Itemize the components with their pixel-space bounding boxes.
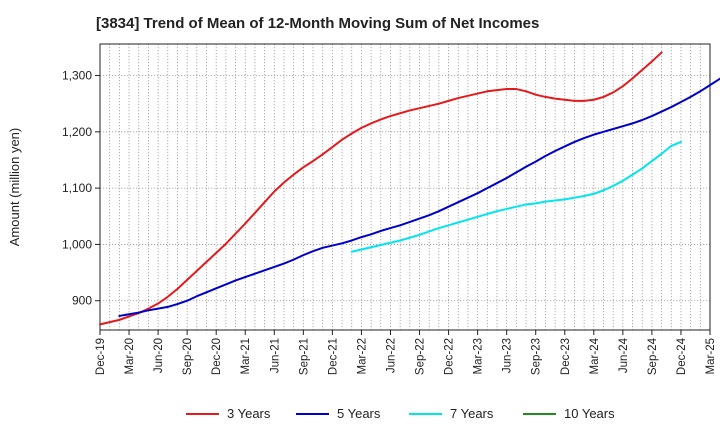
x-tick-label: Mar-20 — [124, 338, 136, 374]
x-tick-label: Dec-20 — [211, 338, 223, 375]
x-tick-label: Sep-22 — [415, 338, 427, 375]
x-tick-label: Jun-20 — [153, 338, 165, 373]
x-tick-label: Dec-22 — [444, 338, 456, 375]
x-tick-label: Mar-24 — [589, 337, 601, 374]
y-tick-label: 1,200 — [62, 125, 92, 139]
x-tick-label: Mar-22 — [356, 338, 368, 374]
x-tick-label: Sep-21 — [298, 338, 310, 375]
x-tick-label: Sep-23 — [531, 338, 543, 375]
x-tick-label: Dec-23 — [560, 338, 572, 375]
x-tick-label: Dec-21 — [327, 338, 339, 375]
legend-swatch-5-years — [296, 412, 329, 415]
legend-item-10-years: 10 Years — [523, 406, 615, 421]
plot-frame — [99, 43, 711, 331]
y-axis-label: Amount (million yen) — [7, 128, 22, 247]
series-line-3-years — [99, 51, 663, 326]
chart-title: [3834] Trend of Mean of 12-Month Moving … — [96, 15, 540, 32]
legend-swatch-7-years — [409, 412, 442, 415]
y-tick-label: 1,000 — [62, 237, 92, 251]
series-line-5-years — [118, 77, 720, 317]
legend-item-7-years: 7 Years — [409, 406, 493, 421]
x-tick-label: Mar-25 — [705, 338, 717, 374]
x-tick-label: Jun-21 — [269, 338, 281, 373]
x-tick-label: Sep-20 — [182, 338, 194, 375]
x-tick-label: Dec-19 — [95, 338, 107, 375]
legend: 3 Years 5 Years 7 Years 10 Years — [0, 406, 720, 426]
x-tick-label: Mar-23 — [473, 338, 485, 374]
legend-item-3-years: 3 Years — [186, 406, 270, 421]
legend-label-3-years: 3 Years — [227, 406, 271, 421]
x-tick-label: Jun-23 — [502, 338, 514, 373]
x-tick-label: Sep-24 — [647, 337, 659, 375]
x-tick-label: Dec-24 — [676, 337, 688, 375]
y-tick-label: 1,100 — [62, 181, 92, 195]
y-tick-label: 1,300 — [62, 69, 92, 83]
legend-item-5-years: 5 Years — [296, 406, 380, 421]
x-tick-label: Jun-22 — [385, 338, 397, 373]
legend-swatch-3-years — [186, 412, 219, 415]
legend-label-10-years: 10 Years — [564, 406, 615, 421]
legend-label-7-years: 7 Years — [450, 406, 494, 421]
y-tick-label: 900 — [72, 294, 92, 308]
series-line-7-years — [350, 140, 682, 253]
legend-label-5-years: 5 Years — [337, 406, 381, 421]
x-tick-label: Jun-24 — [618, 337, 630, 373]
x-tick-label: Mar-21 — [240, 338, 252, 374]
legend-swatch-10-years — [523, 412, 556, 415]
